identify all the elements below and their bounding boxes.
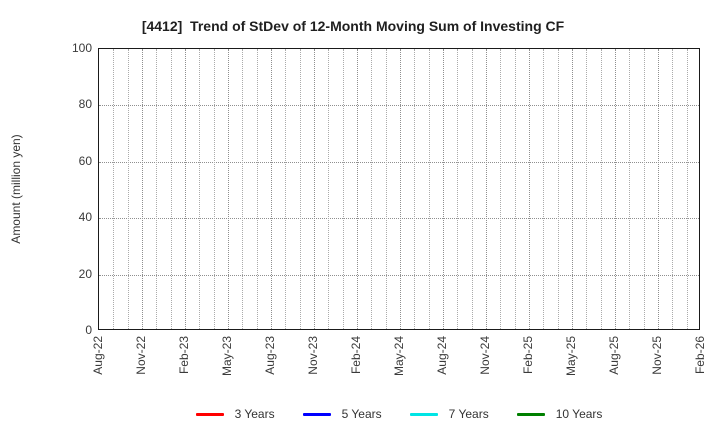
v-gridline-minor bbox=[428, 49, 430, 329]
v-gridline-minor bbox=[285, 49, 287, 329]
legend-label: 10 Years bbox=[555, 407, 603, 421]
v-gridline-minor bbox=[242, 49, 244, 329]
v-gridline-minor bbox=[342, 49, 344, 329]
x-tick-label: Nov-23 bbox=[306, 336, 320, 375]
y-axis-label: Amount (million yen) bbox=[9, 134, 23, 244]
v-gridline-minor bbox=[686, 49, 688, 329]
v-gridline-major bbox=[572, 49, 573, 329]
v-gridline-minor bbox=[586, 49, 588, 329]
v-gridline-minor bbox=[213, 49, 215, 329]
v-gridline-minor bbox=[199, 49, 201, 329]
h-gridline bbox=[99, 218, 699, 220]
x-tick-label: Feb-25 bbox=[521, 336, 535, 375]
v-gridline-minor bbox=[672, 49, 674, 329]
x-tick-label: Aug-25 bbox=[607, 336, 621, 375]
h-gridline bbox=[99, 161, 699, 163]
v-gridline-minor bbox=[471, 49, 473, 329]
x-tick-label: Aug-24 bbox=[435, 336, 449, 375]
v-gridline-minor bbox=[371, 49, 373, 329]
legend-line-swatch bbox=[409, 412, 438, 416]
y-tick-label: 0 bbox=[85, 323, 92, 337]
v-gridline-minor bbox=[514, 49, 516, 329]
h-gridline bbox=[99, 274, 699, 276]
v-gridline-minor bbox=[256, 49, 258, 329]
legend-item: 10 Years bbox=[516, 407, 603, 421]
y-tick-label: 20 bbox=[78, 266, 92, 281]
v-gridline-major bbox=[529, 49, 530, 329]
v-gridline-minor bbox=[156, 49, 158, 329]
chart-title: [4412] Trend of StDev of 12-Month Moving… bbox=[141, 18, 565, 34]
v-gridline-minor bbox=[543, 49, 545, 329]
v-gridline-major bbox=[400, 49, 401, 329]
v-gridline-major bbox=[142, 49, 143, 329]
v-gridline-major bbox=[357, 49, 358, 329]
v-gridline-major bbox=[615, 49, 616, 329]
legend-item: 5 Years bbox=[302, 407, 382, 421]
v-gridline-major bbox=[271, 49, 272, 329]
x-tick-label: Nov-25 bbox=[650, 336, 664, 375]
v-gridline-minor bbox=[600, 49, 602, 329]
v-gridline-minor bbox=[557, 49, 559, 329]
x-tick-label: Aug-23 bbox=[263, 336, 277, 375]
y-tick-label: 80 bbox=[78, 97, 92, 112]
y-tick-label: 40 bbox=[78, 210, 92, 225]
x-tick-label: Feb-24 bbox=[349, 336, 363, 375]
v-gridline-major bbox=[443, 49, 444, 329]
v-gridline-minor bbox=[457, 49, 459, 329]
x-tick-label: May-23 bbox=[220, 336, 234, 377]
v-gridline-minor bbox=[113, 49, 115, 329]
legend-line-swatch bbox=[302, 412, 331, 416]
x-tick-label: Feb-26 bbox=[693, 336, 707, 375]
x-tick-label: May-25 bbox=[564, 336, 578, 377]
v-gridline-major bbox=[314, 49, 315, 329]
legend-item: 7 Years bbox=[409, 407, 489, 421]
legend-label: 5 Years bbox=[341, 407, 382, 421]
v-gridline-minor bbox=[328, 49, 330, 329]
x-tick-label: Feb-23 bbox=[177, 336, 191, 375]
y-tick-label: 60 bbox=[78, 153, 92, 168]
v-gridline-minor bbox=[500, 49, 502, 329]
y-tick-label: 100 bbox=[71, 41, 92, 55]
v-gridline-major bbox=[486, 49, 487, 329]
x-tick-label: May-24 bbox=[392, 336, 406, 377]
legend-item: 3 Years bbox=[195, 407, 275, 421]
h-gridline bbox=[99, 105, 699, 107]
x-tick-label: Nov-22 bbox=[134, 336, 148, 375]
x-tick-label: Aug-22 bbox=[91, 336, 105, 375]
v-gridline-minor bbox=[127, 49, 129, 329]
v-gridline-major bbox=[228, 49, 229, 329]
legend-line-swatch bbox=[516, 412, 545, 416]
v-gridline-minor bbox=[643, 49, 645, 329]
legend-line-swatch bbox=[195, 412, 224, 416]
v-gridline-minor bbox=[629, 49, 631, 329]
x-tick-label: Nov-24 bbox=[478, 336, 492, 375]
v-gridline-major bbox=[185, 49, 186, 329]
legend: 3 Years 5 Years 7 Years 10 Years bbox=[98, 404, 700, 424]
v-gridline-minor bbox=[170, 49, 172, 329]
legend-label: 7 Years bbox=[448, 407, 489, 421]
v-gridline-minor bbox=[414, 49, 416, 329]
plot-area bbox=[98, 48, 700, 330]
v-gridline-minor bbox=[385, 49, 387, 329]
legend-label: 3 Years bbox=[234, 407, 275, 421]
v-gridline-minor bbox=[299, 49, 301, 329]
v-gridline-major bbox=[658, 49, 659, 329]
